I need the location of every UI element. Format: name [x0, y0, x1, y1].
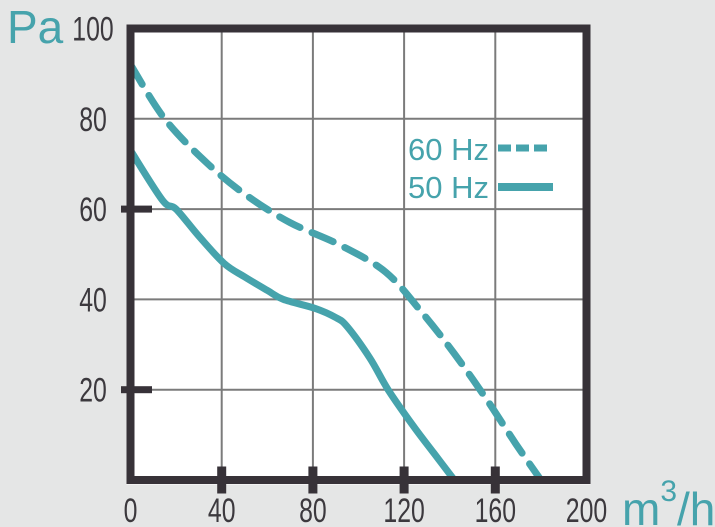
- x-axis-tick: [399, 466, 409, 494]
- curve-60hz: [134, 64, 545, 481]
- x-tick-label-group: 40: [208, 492, 236, 527]
- legend: 60 Hz 50 Hz: [408, 132, 553, 205]
- y-axis-tick-labels: 100 80 60 40 20: [72, 11, 113, 410]
- x-tick-label: 120: [383, 492, 424, 527]
- x-tick-label: 160: [475, 492, 516, 527]
- y-axis-tick: [121, 205, 152, 213]
- y-tick-label: 20: [79, 372, 107, 410]
- x-unit-base: m: [622, 483, 660, 527]
- axis-ticks: [121, 205, 500, 494]
- x-axis-tick-labels: 0 40 80 120 160 200: [124, 492, 608, 527]
- y-tick-label: 60: [79, 191, 107, 229]
- y-axis-tick: [121, 386, 152, 394]
- gridlines: [134, 32, 583, 476]
- x-tick-label-group: 200: [566, 492, 607, 527]
- y-axis-unit-label: Pa: [7, 1, 64, 53]
- y-tick-label-group: 80: [79, 101, 107, 139]
- x-tick-label-group: 0: [124, 492, 138, 527]
- x-tick-label-group: 160: [475, 492, 516, 527]
- x-unit-rest: /h: [677, 483, 715, 527]
- x-tick-label: 0: [124, 492, 138, 527]
- x-axis-tick: [217, 466, 227, 494]
- y-tick-label: 40: [79, 282, 107, 320]
- y-tick-label-group: 100: [72, 11, 113, 49]
- y-tick-label: 80: [79, 101, 107, 139]
- x-tick-label-group: 80: [299, 492, 327, 527]
- legend-label-60hz: 60 Hz: [408, 132, 489, 167]
- y-tick-label-group: 20: [79, 372, 107, 410]
- data-curves: [134, 64, 545, 481]
- x-axis-tick: [490, 466, 500, 494]
- x-axis-tick: [308, 466, 318, 494]
- y-tick-label: 100: [72, 11, 113, 49]
- legend-label-50hz: 50 Hz: [408, 170, 489, 205]
- curve-50hz: [134, 150, 458, 481]
- x-tick-label: 40: [208, 492, 236, 527]
- plot-frame: [126, 24, 591, 484]
- y-tick-label-group: 60: [79, 191, 107, 229]
- y-tick-label-group: 40: [79, 282, 107, 320]
- x-tick-label: 80: [299, 492, 327, 527]
- x-unit-superscript: 3: [660, 475, 677, 508]
- x-tick-label-group: 120: [383, 492, 424, 527]
- x-axis-unit-label: m3/h: [622, 475, 715, 527]
- x-tick-label: 200: [566, 492, 607, 527]
